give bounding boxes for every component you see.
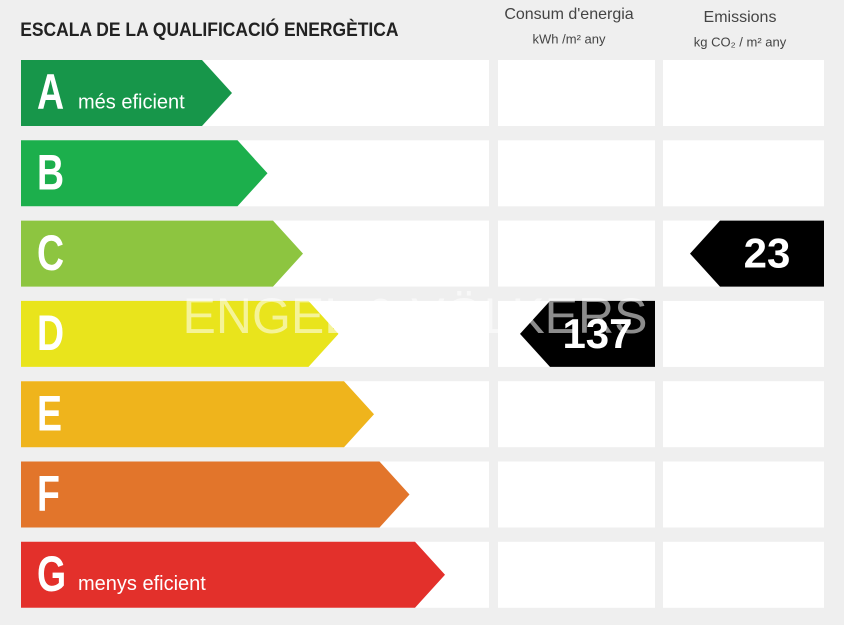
emissions-cell <box>663 381 824 448</box>
emissions-cell <box>663 300 824 367</box>
emissions-unit: kg CO₂ / m² any <box>694 34 787 49</box>
watermark: ENGEL & VÖLKERS <box>183 288 648 344</box>
rating-label: més eficient <box>78 91 185 113</box>
rating-letter: G <box>37 547 66 602</box>
consumption-cell <box>498 60 655 126</box>
consumption-unit: kWh /m² any <box>533 31 606 46</box>
emissions-cell <box>663 140 824 207</box>
consumption-cell <box>498 140 655 207</box>
consumption-cell <box>498 461 655 528</box>
rating-arrow <box>21 220 303 287</box>
rating-letter: E <box>37 386 62 441</box>
rating-arrow <box>21 541 445 608</box>
rating-arrow <box>21 461 410 528</box>
emissions-cell <box>663 461 824 528</box>
rating-arrow <box>21 60 232 126</box>
rating-letter: A <box>37 65 64 120</box>
consumption-title: Consum d'energia <box>504 6 633 23</box>
rating-letter: B <box>37 145 64 200</box>
consumption-value: 137 <box>562 310 632 357</box>
emissions-cell <box>663 541 824 608</box>
rating-arrow <box>21 140 268 207</box>
consumption-cell <box>498 381 655 448</box>
consumption-cell <box>498 220 655 287</box>
emissions-arrow <box>690 220 824 287</box>
rating-letter: C <box>37 226 64 281</box>
emissions-cell <box>663 60 824 126</box>
emissions-title: Emissions <box>704 9 777 26</box>
rating-arrow <box>21 300 339 367</box>
emissions-value: 23 <box>744 230 791 277</box>
consumption-cell <box>498 541 655 608</box>
consumption-arrow <box>520 300 655 367</box>
rating-arrow <box>21 381 374 448</box>
title: ESCALA DE LA QUALIFICACIÓ ENERGÈTICA <box>20 18 398 40</box>
rating-letter: D <box>37 306 64 361</box>
rating-label: menys eficient <box>78 573 206 595</box>
rating-letter: F <box>37 467 60 522</box>
